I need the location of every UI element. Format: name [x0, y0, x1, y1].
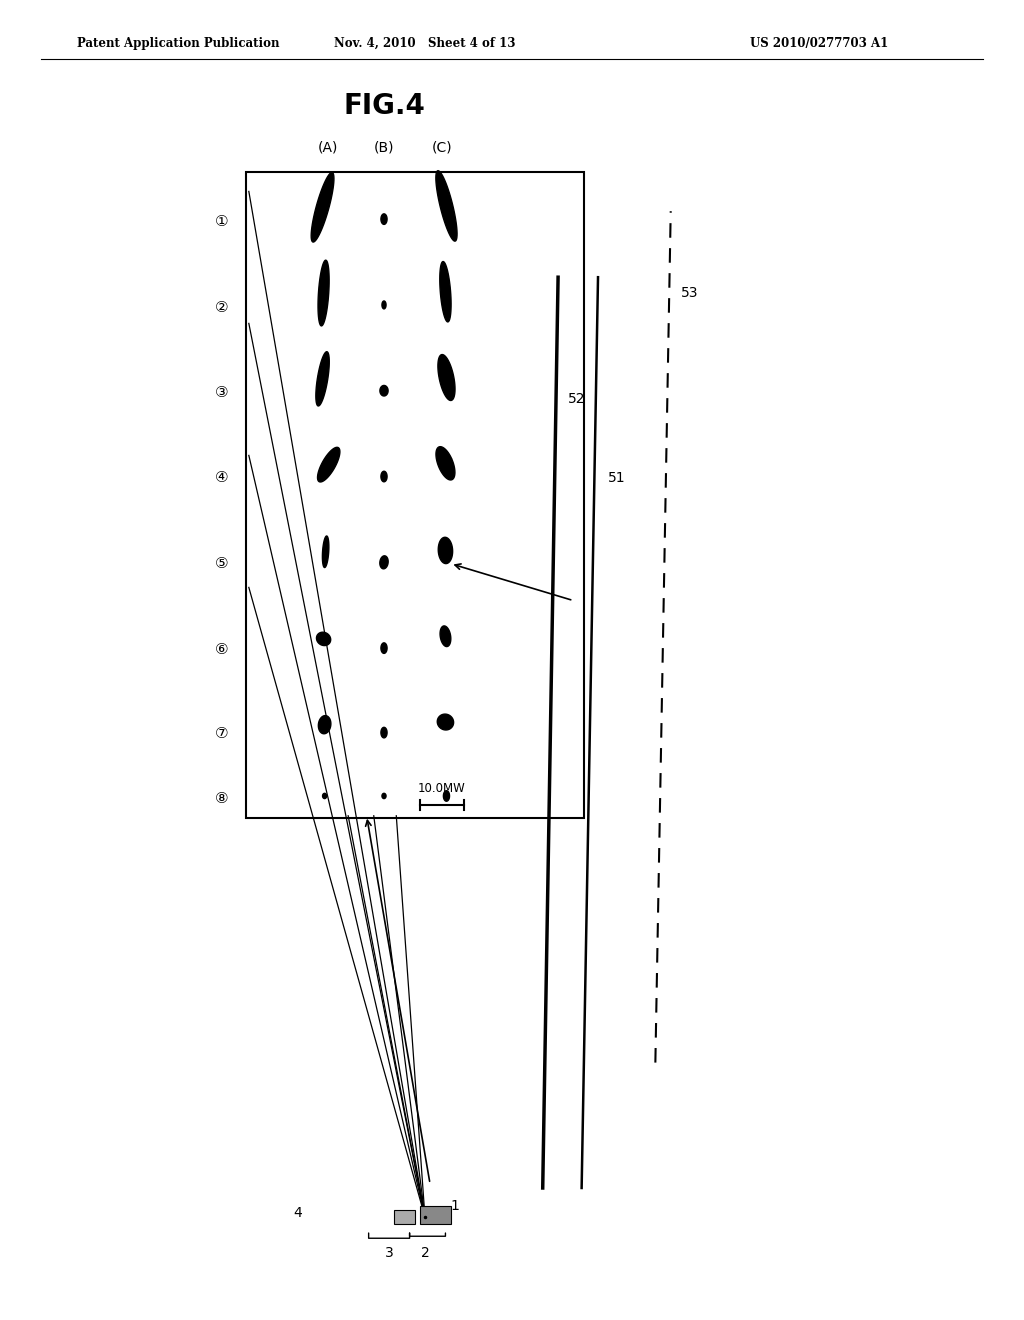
Polygon shape — [316, 632, 331, 645]
Text: 53: 53 — [681, 286, 698, 300]
Polygon shape — [318, 715, 331, 734]
Text: (B): (B) — [374, 140, 394, 154]
Polygon shape — [437, 714, 454, 730]
Polygon shape — [381, 643, 387, 653]
Polygon shape — [438, 537, 453, 564]
Text: FIG.4: FIG.4 — [343, 91, 425, 120]
Polygon shape — [323, 536, 329, 568]
Text: ④: ④ — [214, 470, 228, 486]
Polygon shape — [381, 471, 387, 482]
Polygon shape — [439, 261, 452, 322]
Polygon shape — [315, 351, 330, 407]
Text: 51: 51 — [608, 471, 626, 484]
Polygon shape — [382, 793, 386, 799]
Polygon shape — [436, 446, 455, 480]
Text: 1: 1 — [451, 1200, 460, 1213]
Polygon shape — [381, 727, 387, 738]
Text: ⑤: ⑤ — [214, 556, 228, 572]
Text: Nov. 4, 2010   Sheet 4 of 13: Nov. 4, 2010 Sheet 4 of 13 — [334, 37, 516, 50]
Text: 52: 52 — [568, 392, 586, 405]
Polygon shape — [381, 214, 387, 224]
Text: ⑥: ⑥ — [214, 642, 228, 657]
Text: Patent Application Publication: Patent Application Publication — [77, 37, 280, 50]
Text: ⑦: ⑦ — [214, 726, 228, 742]
Polygon shape — [311, 173, 334, 242]
Text: ⑧: ⑧ — [214, 791, 228, 807]
Text: ③: ③ — [214, 384, 228, 400]
Text: ②: ② — [214, 300, 228, 315]
Polygon shape — [382, 301, 386, 309]
Text: 2: 2 — [421, 1246, 429, 1261]
Text: ①: ① — [214, 214, 228, 230]
Polygon shape — [317, 447, 340, 482]
Bar — [420, 1206, 451, 1224]
Polygon shape — [380, 385, 388, 396]
Text: 4: 4 — [293, 1206, 302, 1220]
Text: 3: 3 — [385, 1246, 393, 1261]
Text: (A): (A) — [317, 140, 338, 154]
Polygon shape — [440, 626, 451, 647]
Polygon shape — [443, 791, 450, 801]
Bar — [246, 172, 584, 818]
Text: US 2010/0277703 A1: US 2010/0277703 A1 — [750, 37, 889, 50]
Text: 10.0MW: 10.0MW — [418, 781, 466, 795]
Polygon shape — [318, 260, 329, 326]
Polygon shape — [438, 355, 455, 400]
Text: (C): (C) — [432, 140, 453, 154]
Bar — [394, 1210, 415, 1224]
Polygon shape — [436, 170, 457, 242]
Polygon shape — [323, 793, 327, 799]
Polygon shape — [380, 556, 388, 569]
